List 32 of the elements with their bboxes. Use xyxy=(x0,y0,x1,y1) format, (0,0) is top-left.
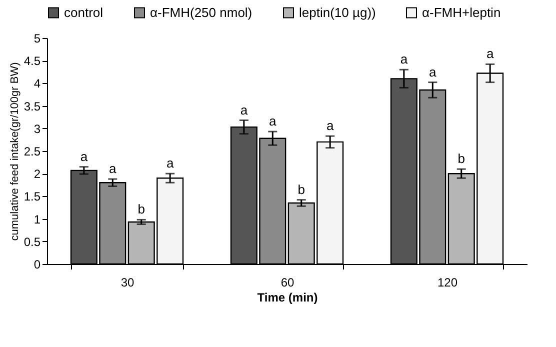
y-tick-label: 0.5 xyxy=(24,234,41,249)
y-tick-label: 1.5 xyxy=(24,190,41,204)
data-label: b xyxy=(298,182,305,197)
y-tick-label: 0 xyxy=(34,258,41,272)
legend-label: leptin(10 µg)) xyxy=(299,4,376,20)
data-label: b xyxy=(458,151,465,166)
x-tick-label: 60 xyxy=(280,276,294,290)
data-label: b xyxy=(138,202,145,217)
y-tick-label: 2.5 xyxy=(24,144,41,158)
data-label: a xyxy=(326,118,334,134)
data-label: a xyxy=(429,64,438,80)
data-label: a xyxy=(400,52,408,67)
legend-label: control xyxy=(64,4,104,20)
y-tick-label: 5 xyxy=(34,32,41,46)
legend-label: α-FMH(250 nmol) xyxy=(150,4,252,20)
legend-label: α-FMH+leptin xyxy=(422,4,501,20)
y-axis-title: cumulative feed intake(gr/100gr BW) xyxy=(8,62,21,241)
data-label: a xyxy=(80,148,88,164)
x-tick-label: 30 xyxy=(120,276,134,290)
y-tick-label: 1 xyxy=(34,212,41,226)
y-tick-label: 3 xyxy=(34,122,41,136)
x-axis-title: Time (min) xyxy=(257,290,318,304)
data-label: a xyxy=(269,114,278,129)
y-tick-label: 3.5 xyxy=(24,99,41,114)
y-tick-label: 4.5 xyxy=(24,54,41,68)
data-label: a xyxy=(109,161,118,176)
x-tick-label: 120 xyxy=(437,276,458,290)
y-tick-label: 2 xyxy=(34,167,41,182)
data-label: a xyxy=(166,156,174,171)
data-label: a xyxy=(240,102,248,118)
y-tick-label: 4 xyxy=(34,76,41,91)
data-label: a xyxy=(486,46,494,62)
